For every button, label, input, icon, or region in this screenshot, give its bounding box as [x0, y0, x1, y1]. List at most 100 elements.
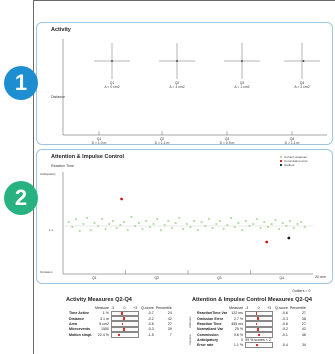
data-point — [163, 223, 166, 227]
legend-label: Commission error — [284, 159, 308, 163]
header-measure: Measure — [229, 306, 244, 311]
badge-2: 2 — [4, 181, 38, 215]
row-label: Motion simpl. — [69, 332, 93, 337]
area-dot — [241, 60, 243, 62]
table-row: ReactionTime Var 122 ms -0.6 27 — [196, 310, 307, 316]
data-point — [120, 197, 123, 201]
row-qscore: -0.4 — [281, 342, 288, 347]
score-bar — [110, 332, 139, 338]
row-percentile: 46 — [301, 332, 306, 337]
distance-label: Q1 D = 1.0 m — [92, 137, 107, 145]
row-measure: 1.1 % — [233, 342, 244, 347]
legend-marker — [279, 159, 283, 163]
row-measure: 0 — [241, 337, 244, 342]
data-point — [178, 216, 181, 220]
data-point — [226, 223, 229, 227]
row-qscore: -0.3 — [147, 327, 154, 332]
data-point — [204, 224, 207, 228]
data-point — [218, 219, 222, 223]
data-point — [259, 226, 262, 230]
data-point — [167, 219, 170, 223]
attention-xlabel: 20 min — [315, 275, 326, 279]
score-marker — [122, 328, 125, 331]
data-point — [100, 217, 103, 221]
data-point — [89, 228, 92, 232]
data-point — [130, 215, 133, 219]
row-percentile: 27 — [301, 322, 306, 327]
data-point — [82, 222, 85, 226]
score-bar — [245, 332, 274, 338]
data-point — [104, 227, 107, 231]
score-bar — [110, 315, 139, 322]
data-point — [281, 221, 284, 225]
legend-marker — [279, 163, 283, 167]
row-measure: 455 ms — [231, 322, 244, 327]
distance-label: Q4 D = 1.1 m — [285, 137, 300, 145]
row-scale: 99 % scores < 2 — [245, 337, 271, 342]
row-scale — [244, 310, 274, 316]
table-row: Microevents 1550 -0.3 39 — [68, 326, 173, 333]
score-marker — [256, 343, 259, 347]
row-scale — [110, 321, 140, 327]
activity-title: Activity — [51, 27, 71, 33]
data-point — [185, 222, 188, 226]
data-point — [265, 240, 269, 244]
row-label: Microevents — [69, 327, 90, 332]
table-row: Normalized Var 25 % -0.2 42 — [196, 326, 307, 333]
group-label-attention: Attention — [188, 316, 192, 328]
row-label: Area — [69, 322, 77, 327]
header-qscore: Q-score — [275, 306, 288, 311]
area-label: Q1 A = 0 cm2 — [104, 81, 119, 89]
data-point — [277, 227, 281, 231]
quarter-label: Q1 — [92, 276, 97, 280]
score-marker — [257, 333, 260, 337]
row-percentile: 38 — [301, 316, 306, 321]
data-point — [181, 227, 185, 231]
y-top-label: Anticipatory — [40, 172, 56, 176]
score-bar — [245, 321, 274, 327]
group-label-impulse: Impulse — [188, 334, 192, 345]
data-point — [193, 219, 196, 223]
table-header: Measure -3 0 +3 Q-score Percentile — [196, 306, 307, 311]
row-qscore: -0.3 — [281, 316, 288, 321]
data-point — [71, 225, 74, 229]
area-label: Q4 A = 2 cm2 — [294, 81, 309, 89]
data-point — [122, 220, 126, 224]
table-row: Anticipatory 0 99 % scores < 2 — [196, 338, 307, 343]
row-percentile: 39 — [167, 327, 172, 332]
data-point — [148, 225, 151, 229]
row-scale — [110, 315, 140, 322]
distance-label: Q2 D = 1.1 m — [155, 137, 170, 145]
row-measure: 0.6 % — [233, 332, 244, 337]
score-marker — [256, 317, 259, 320]
activity-panel: Activity Distance Q1 A = 0 cm2 Q2 A = 3 cm2… — [36, 22, 333, 145]
row-qscore: -0.6 — [147, 322, 154, 327]
row-scale — [110, 332, 140, 338]
data-point — [126, 228, 129, 232]
data-point — [196, 228, 199, 232]
data-point — [215, 222, 218, 226]
header-percentile: Percentile — [155, 306, 172, 311]
row-percentile: 27 — [167, 322, 172, 327]
data-point — [111, 219, 115, 223]
data-point — [78, 229, 81, 233]
row-scale — [244, 342, 274, 348]
data-point — [137, 221, 140, 225]
row-qscore: -0.7 — [147, 311, 154, 316]
data-point — [233, 225, 236, 229]
y-mid-label: 1 s — [49, 228, 54, 232]
attention-measures-table: Measure -3 0 +3 Q-score Percentile ReactionTim… — [196, 306, 307, 348]
score-bar — [245, 315, 274, 322]
row-label: Normalized Var — [197, 327, 223, 332]
score-bar — [110, 310, 139, 316]
y-bottom-label: Omission — [40, 270, 53, 274]
area-dot — [111, 60, 113, 62]
row-percentile: 24 — [167, 311, 172, 316]
activity-measures-table: Measure -3 0 +3 Q-score Percentile Time Active… — [68, 306, 173, 338]
activity-ylabel: Distance — [51, 95, 65, 99]
row-percentile: 7 — [169, 332, 172, 337]
data-point — [145, 219, 148, 223]
data-point — [97, 224, 100, 228]
table-row: Time Active 1 % -0.7 24 — [68, 310, 173, 316]
row-qscore: -0.6 — [281, 322, 288, 327]
